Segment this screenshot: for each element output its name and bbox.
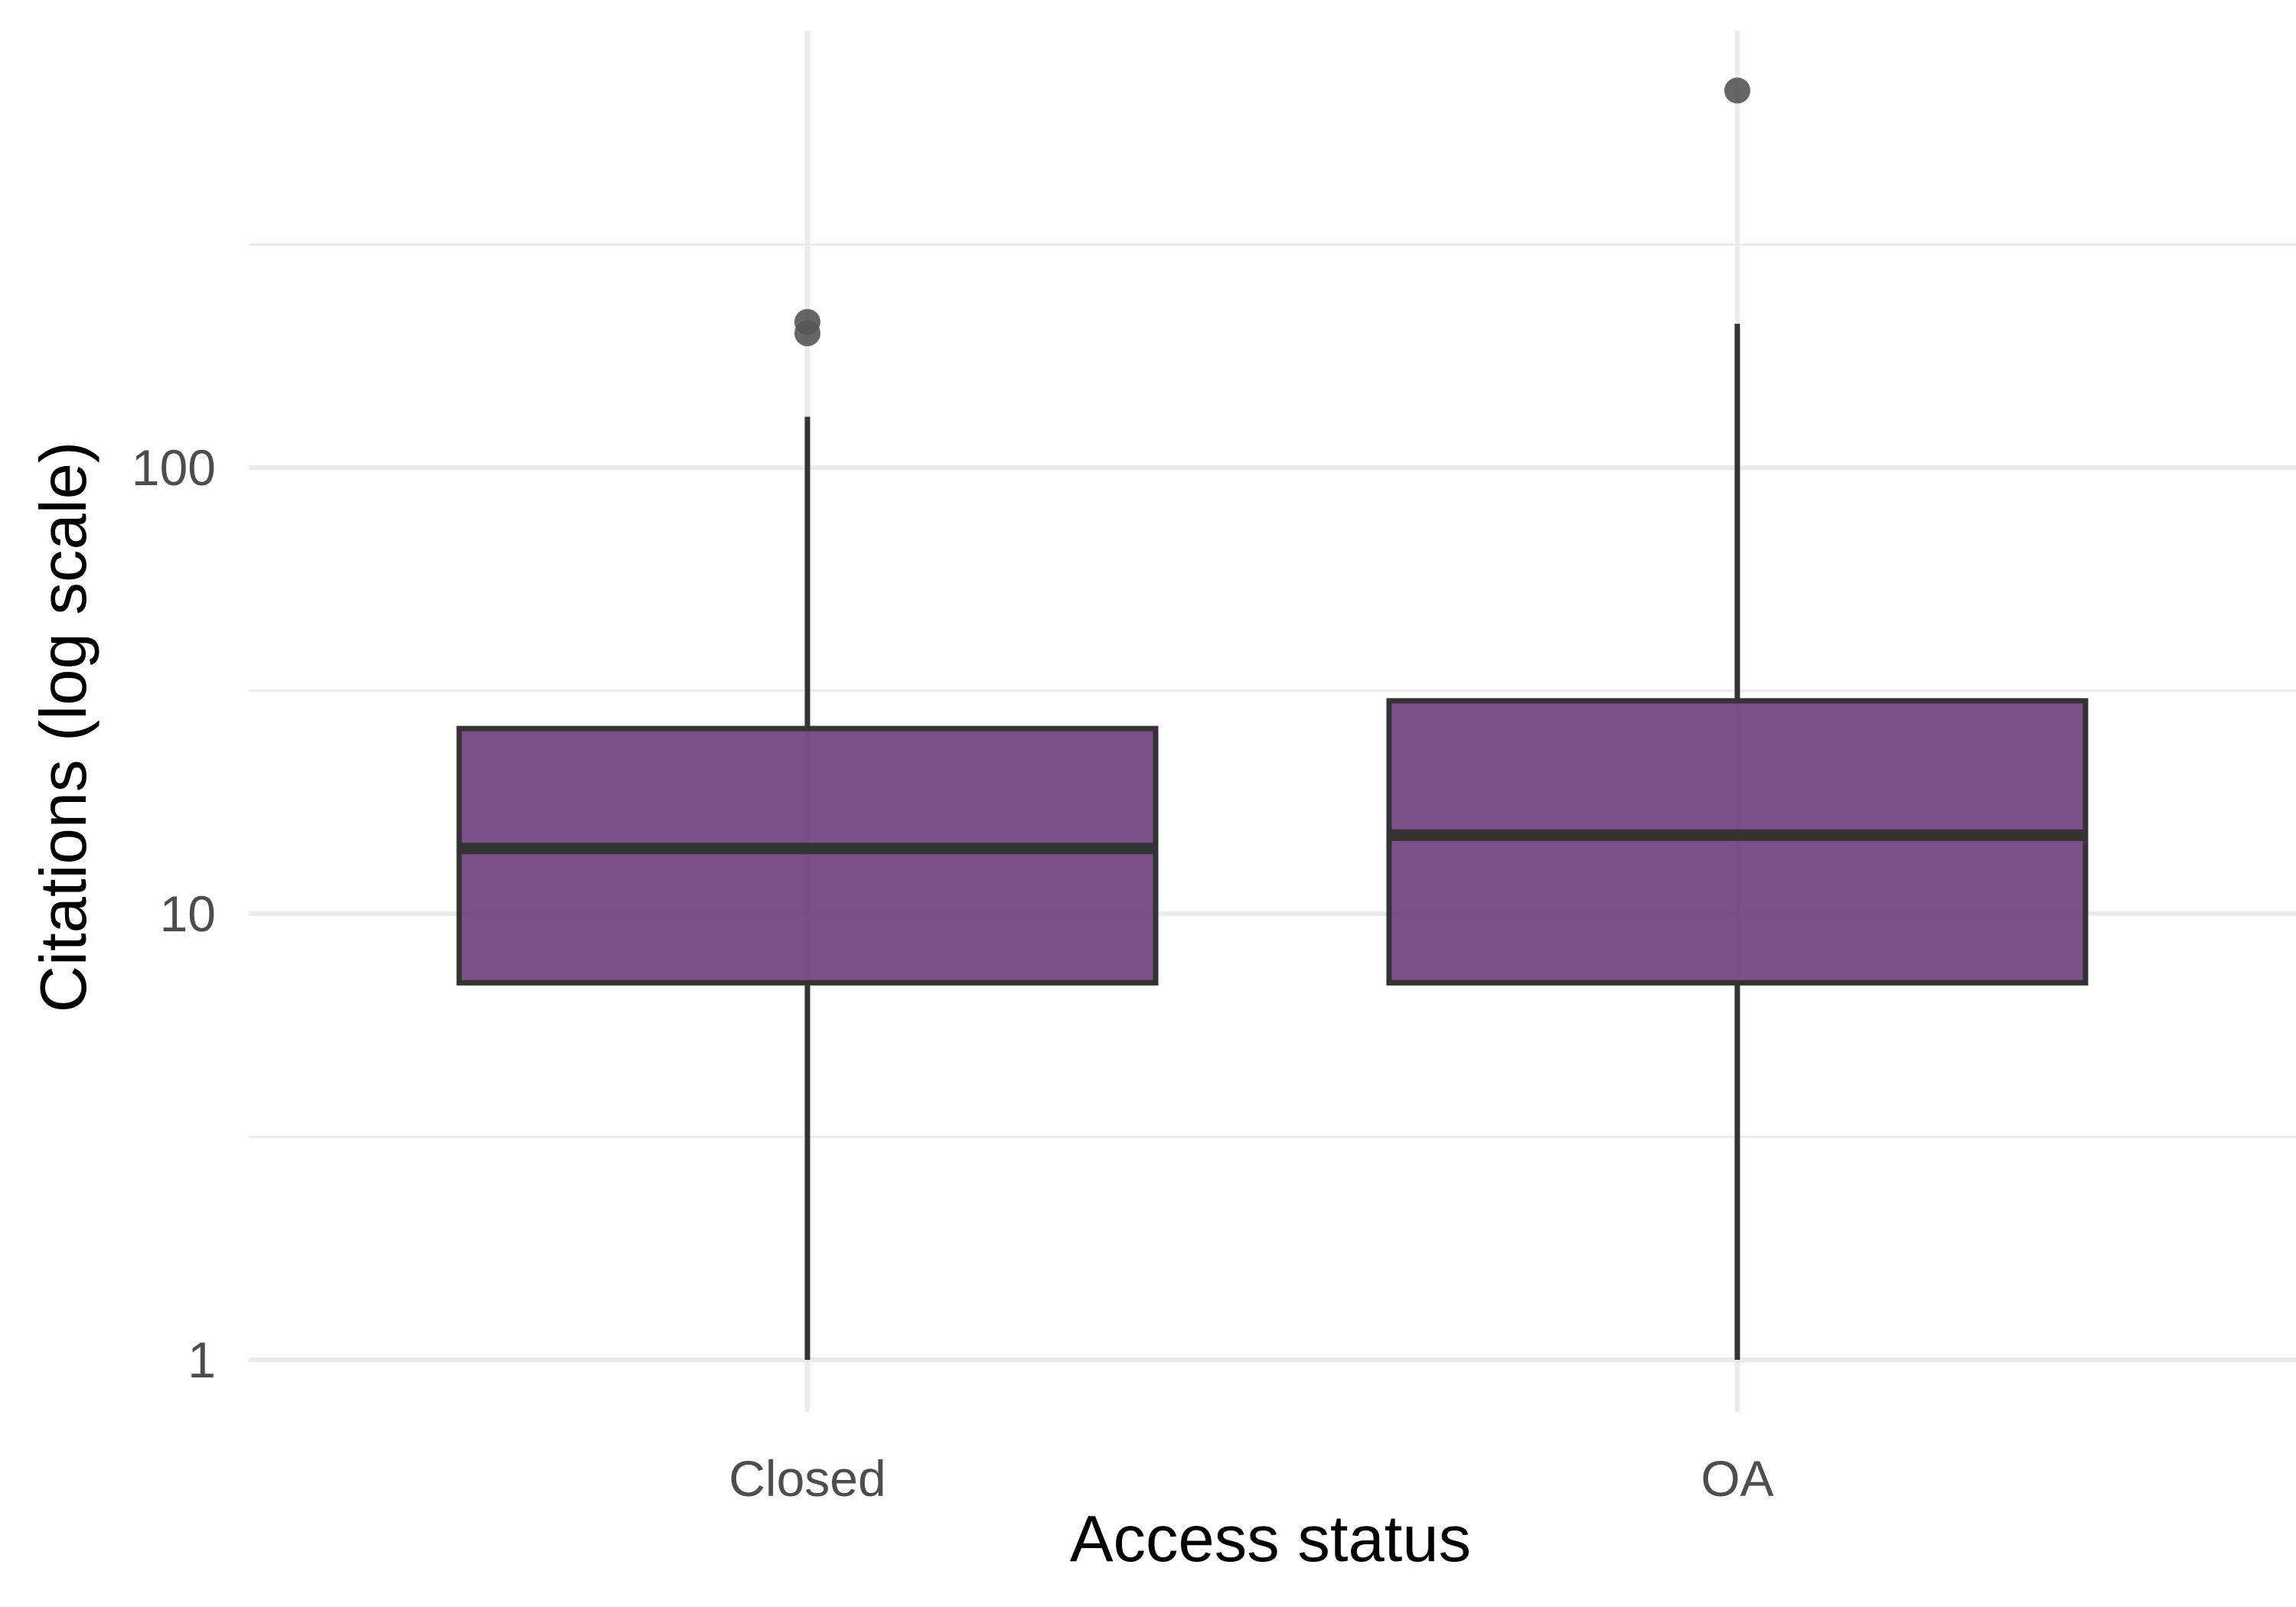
x-tick-label: Closed <box>729 1450 885 1507</box>
y-axis-title: Citations (log scale) <box>28 442 100 1012</box>
y-tick-label: 100 <box>132 439 216 496</box>
x-tick-label: OA <box>1701 1450 1773 1507</box>
y-tick-label: 1 <box>188 1332 216 1388</box>
outlier-point <box>1724 77 1750 104</box>
outlier-point <box>794 308 820 335</box>
y-tick-label: 10 <box>160 885 216 942</box>
box-layer <box>456 77 2089 1360</box>
box-oa <box>1386 77 2089 1360</box>
tick-labels: 1 10 100 Closed OA <box>132 439 1774 1507</box>
iqr-box <box>456 725 1159 986</box>
box-closed <box>456 308 1159 1360</box>
iqr-box <box>1386 698 2089 986</box>
x-axis-title: Access status <box>1070 1503 1471 1576</box>
